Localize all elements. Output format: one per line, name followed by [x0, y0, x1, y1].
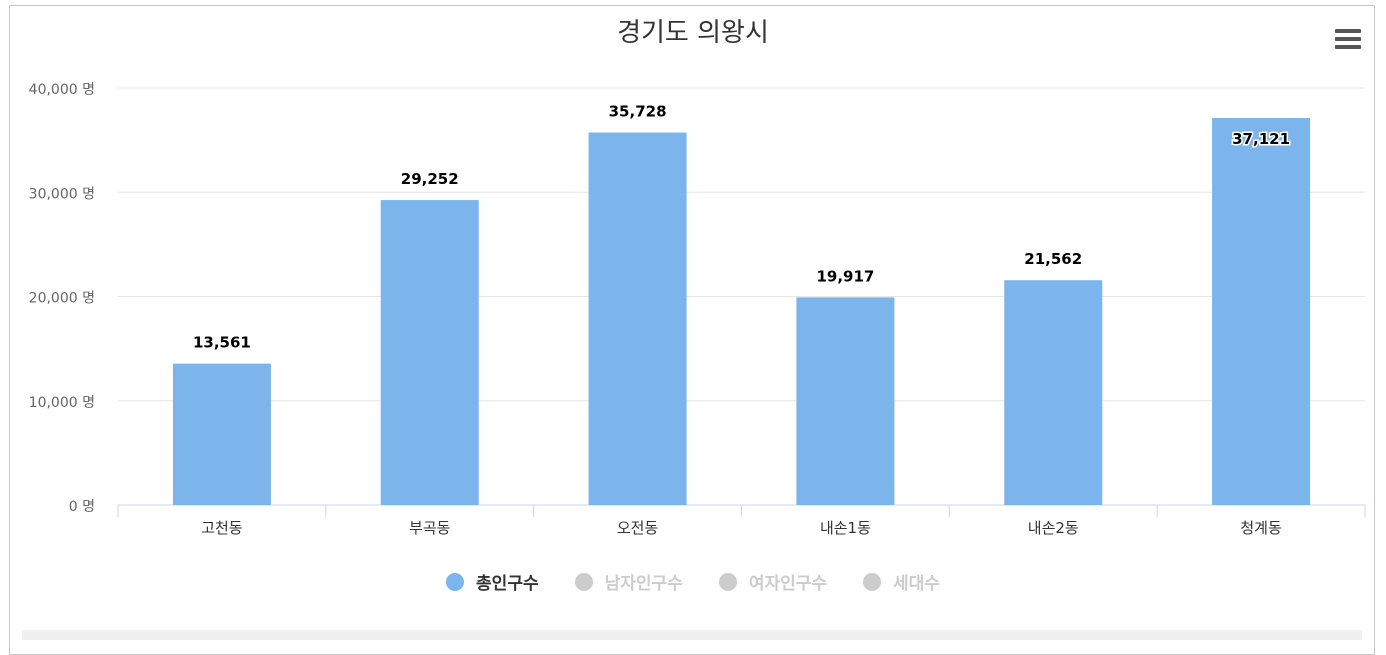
- data-label: 19,917: [816, 267, 874, 285]
- x-tick-label: 내손1동: [820, 519, 871, 537]
- legend-item[interactable]: 총인구수: [446, 569, 539, 594]
- bar-chart: 0 명 10,000 명 20,000 명 30,000 명 40,000 명 13,56…: [29, 82, 1366, 537]
- legend-item[interactable]: 남자인구수: [574, 569, 683, 594]
- data-label: 13,561: [193, 334, 251, 352]
- legend-marker-icon: [446, 572, 465, 591]
- chart-title: 경기도 의왕시: [617, 18, 769, 48]
- legend-item[interactable]: 세대수: [863, 569, 940, 594]
- scroll-strip: [22, 630, 1362, 640]
- x-tick-label: 내손2동: [1028, 519, 1079, 537]
- legend-label: 남자인구수: [604, 574, 683, 594]
- bar: [588, 132, 687, 506]
- y-tick-label: 20,000 명: [29, 291, 95, 307]
- bar: [1212, 118, 1311, 505]
- y-tick-label: 0 명: [69, 499, 95, 515]
- bar: [796, 297, 895, 505]
- bar: [1004, 280, 1103, 505]
- legend-label: 세대수: [893, 574, 940, 594]
- bar: [172, 363, 271, 505]
- legend-label: 총인구수: [476, 574, 539, 594]
- legend-item[interactable]: 여자인구수: [718, 569, 828, 594]
- x-tick-label: 부곡동: [409, 519, 451, 537]
- chart-container: [9, 5, 1375, 655]
- x-tick-label: 고천동: [201, 519, 243, 537]
- legend-marker-icon: [718, 572, 737, 591]
- legend-label: 여자인구수: [748, 574, 828, 594]
- x-tick-label: 청계동: [1240, 519, 1282, 537]
- data-label: 35,728: [609, 103, 667, 121]
- hamburger-menu-icon[interactable]: [1335, 29, 1361, 51]
- legend: 총인구수 남자인구수 여자인구수 세대수: [0, 569, 1386, 594]
- y-tick-label: 40,000 명: [29, 82, 95, 98]
- data-label: 37,121: [1232, 130, 1290, 148]
- legend-marker-icon: [863, 572, 882, 591]
- y-tick-label: 10,000 명: [29, 395, 95, 411]
- bar: [380, 200, 479, 505]
- data-label: 21,562: [1024, 250, 1082, 268]
- data-label: 29,252: [401, 170, 459, 188]
- legend-marker-icon: [574, 572, 593, 591]
- y-tick-label: 30,000 명: [29, 186, 95, 202]
- x-tick-label: 오전동: [617, 519, 659, 537]
